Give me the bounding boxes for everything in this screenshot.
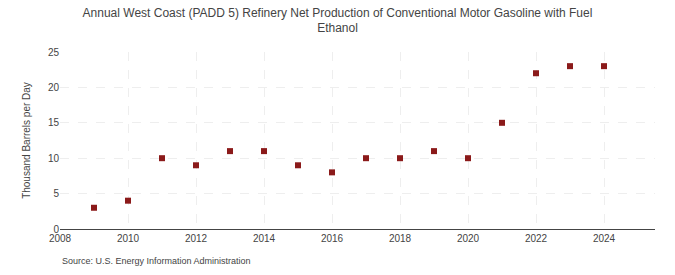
svg-text:2024: 2024 (593, 233, 616, 244)
svg-text:15: 15 (48, 117, 60, 128)
svg-text:10: 10 (48, 153, 60, 164)
svg-text:2018: 2018 (389, 233, 412, 244)
svg-text:2016: 2016 (321, 233, 344, 244)
svg-text:25: 25 (48, 47, 60, 58)
svg-text:Source: U.S. Energy Informatio: Source: U.S. Energy Information Administ… (62, 256, 251, 266)
svg-text:Annual West Coast (PADD 5) Ref: Annual West Coast (PADD 5) Refinery Net … (83, 6, 593, 36)
svg-text:2012: 2012 (185, 233, 208, 244)
svg-text:2014: 2014 (253, 233, 276, 244)
svg-text:Thousand Barrels per Day: Thousand Barrels per Day (21, 82, 32, 199)
svg-text:2008: 2008 (49, 233, 72, 244)
svg-text:20: 20 (48, 82, 60, 93)
svg-text:2020: 2020 (457, 233, 480, 244)
svg-text:0: 0 (53, 224, 59, 235)
svg-text:2022: 2022 (525, 233, 548, 244)
svg-text:2010: 2010 (117, 233, 140, 244)
svg-text:5: 5 (53, 188, 59, 199)
